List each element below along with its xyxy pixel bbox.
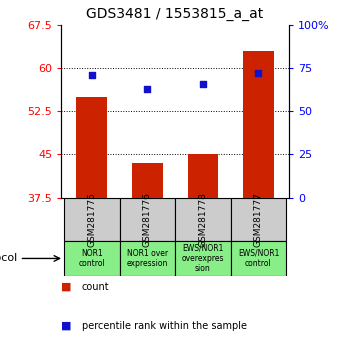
- Bar: [175, 241, 231, 276]
- Bar: [132, 163, 163, 198]
- Bar: [231, 198, 286, 241]
- Bar: [231, 241, 286, 276]
- Bar: [243, 51, 274, 198]
- Text: GSM281777: GSM281777: [254, 192, 263, 247]
- Text: GSM281778: GSM281778: [198, 192, 207, 247]
- Text: ■: ■: [61, 282, 72, 292]
- Bar: [175, 198, 231, 241]
- Title: GDS3481 / 1553815_a_at: GDS3481 / 1553815_a_at: [86, 7, 264, 21]
- Point: [89, 72, 95, 78]
- Point: [144, 86, 150, 92]
- Text: NOR1 over
expression: NOR1 over expression: [126, 249, 168, 268]
- Bar: [76, 97, 107, 198]
- Text: GSM281776: GSM281776: [143, 192, 152, 247]
- Text: EWS/NOR1
overexpres
sion: EWS/NOR1 overexpres sion: [182, 244, 224, 273]
- Text: GSM281775: GSM281775: [87, 192, 96, 247]
- Point: [256, 70, 261, 76]
- Bar: [120, 241, 175, 276]
- Text: ■: ■: [61, 321, 72, 331]
- Text: percentile rank within the sample: percentile rank within the sample: [82, 321, 246, 331]
- Text: count: count: [82, 282, 109, 292]
- Bar: [188, 154, 218, 198]
- Text: protocol: protocol: [0, 253, 17, 263]
- Point: [200, 81, 206, 86]
- Text: EWS/NOR1
control: EWS/NOR1 control: [238, 249, 279, 268]
- Bar: [64, 198, 120, 241]
- Bar: [120, 198, 175, 241]
- Bar: [64, 241, 120, 276]
- Text: NOR1
control: NOR1 control: [79, 249, 105, 268]
